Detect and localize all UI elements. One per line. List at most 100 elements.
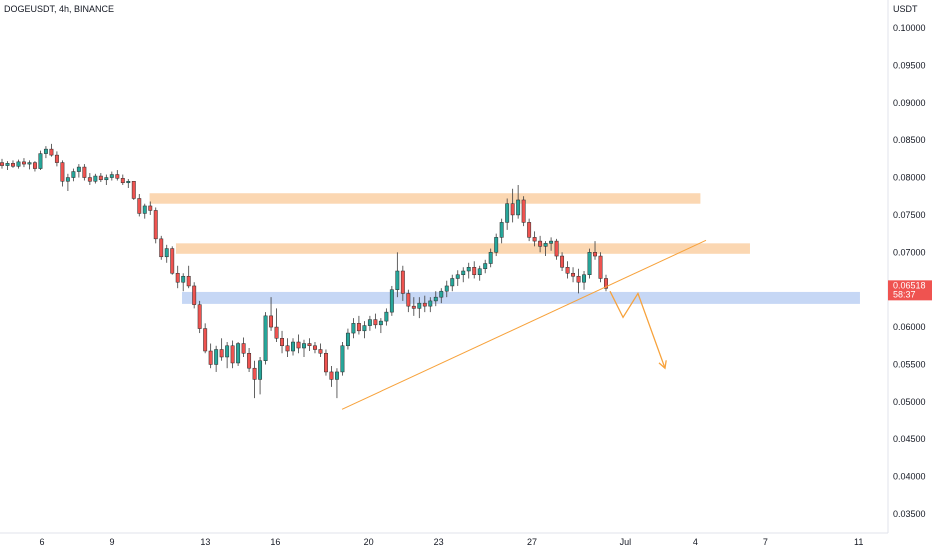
current-price-label: 0.06518 (893, 280, 926, 290)
candle-body (269, 315, 274, 328)
time-axis-ticks[interactable]: 6 9 13 16 20 23 27 Jul 4 7 11 (39, 537, 863, 547)
price-tick-label: 0.10000 (893, 23, 926, 33)
candle-body (82, 166, 87, 178)
support-zone[interactable] (182, 291, 860, 304)
candle (115, 170, 120, 181)
candle (494, 233, 499, 257)
candle-body (417, 302, 422, 309)
candle (16, 159, 21, 169)
candle-body (593, 252, 597, 257)
candle-body (510, 203, 515, 216)
candle (5, 161, 10, 171)
ascending-trendline[interactable] (341, 239, 707, 410)
candle-body (389, 289, 394, 313)
candle (120, 174, 125, 186)
candle (11, 160, 15, 168)
candle-body (87, 177, 92, 182)
candle-body (241, 343, 246, 354)
candle-body (565, 267, 570, 274)
candle (258, 356, 263, 395)
candle (170, 246, 175, 275)
candle (411, 297, 416, 316)
candle (142, 203, 147, 219)
candle (263, 312, 268, 365)
candle (593, 241, 597, 260)
time-tick-label: 6 (39, 537, 44, 547)
candle-body (181, 275, 186, 283)
candle (153, 207, 158, 244)
candle-body (197, 304, 202, 329)
projection-path[interactable] (609, 290, 666, 369)
candle-body (137, 198, 142, 214)
candle (488, 248, 493, 268)
resistance-zone-lower[interactable] (175, 243, 750, 254)
candle-body (527, 222, 532, 238)
candle (417, 297, 422, 319)
candle (291, 338, 295, 356)
candle (54, 151, 59, 167)
candle-body (444, 285, 449, 292)
candle (22, 158, 26, 168)
candle-body (472, 267, 477, 275)
candle-body (247, 352, 252, 369)
price-tick-label: 0.08500 (893, 135, 926, 145)
candle (307, 338, 312, 352)
candle (604, 274, 608, 292)
candle-body (345, 332, 350, 347)
time-tick-label: 13 (200, 537, 210, 547)
candle (131, 181, 136, 200)
candle (406, 289, 411, 313)
candle-body (604, 278, 608, 289)
candle (587, 248, 592, 279)
candle-body (560, 255, 565, 268)
candle-body (324, 352, 328, 373)
candle-body (5, 163, 10, 166)
candle (532, 231, 537, 247)
candle (225, 342, 230, 369)
candle-body (455, 274, 460, 279)
candle-body (131, 181, 136, 199)
candle (560, 252, 565, 271)
candle-body (49, 148, 54, 156)
candle-body (598, 255, 603, 279)
candle (334, 368, 339, 399)
candle (340, 342, 345, 376)
currency-label: USDT (893, 4, 918, 14)
candle-body (93, 175, 98, 182)
candle (433, 291, 438, 307)
candle-body (54, 154, 59, 163)
candle-body (32, 162, 37, 169)
time-tick-label: 4 (693, 537, 698, 547)
candle-body (318, 349, 323, 354)
candle-body (225, 345, 230, 358)
candle-body (422, 302, 427, 307)
candle (538, 235, 543, 253)
candle (543, 241, 548, 257)
candle-body (582, 274, 586, 283)
candle-body (43, 148, 48, 154)
candle (76, 164, 81, 178)
candle (483, 259, 488, 274)
candle (576, 268, 581, 294)
candle-body (428, 300, 433, 307)
candle-body (400, 270, 405, 294)
candle (296, 334, 301, 354)
candle-body (532, 237, 537, 242)
candle-body (378, 320, 383, 326)
candle-body (571, 272, 576, 277)
current-price-tag: 0.06518 58:37 (888, 280, 932, 301)
resistance-zone-upper[interactable] (149, 193, 701, 204)
candle (351, 318, 356, 339)
chart-title: DOGEUSDT, 4h, BINANCE (4, 4, 114, 14)
candle-body (186, 275, 191, 287)
candle-body (340, 345, 345, 373)
candle (109, 171, 114, 181)
candle-body (258, 360, 263, 380)
candle (444, 280, 449, 298)
candle (60, 160, 65, 187)
candle (98, 173, 103, 183)
price-tick-label: 0.08000 (893, 173, 926, 183)
candle (324, 349, 328, 376)
candle (527, 218, 532, 242)
